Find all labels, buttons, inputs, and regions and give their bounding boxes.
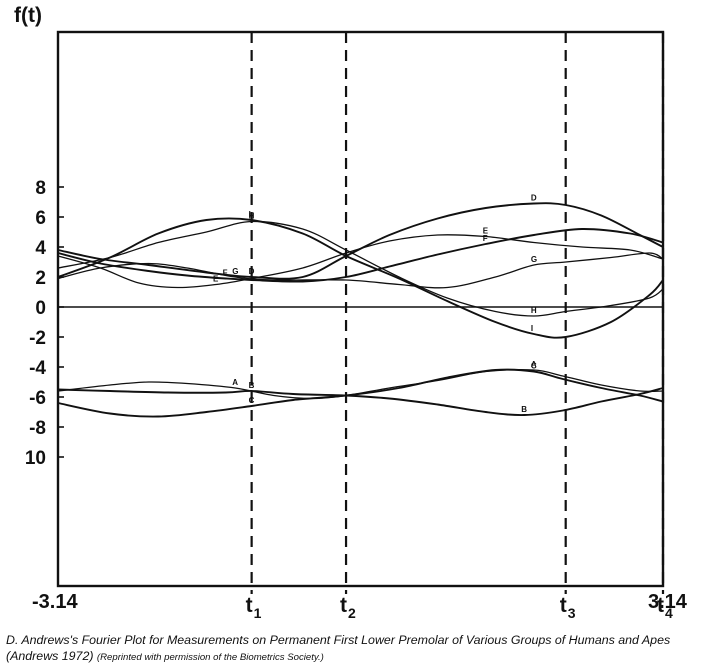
- series-marker-D: D: [249, 267, 255, 276]
- series-marker-G: G: [232, 267, 238, 276]
- series-line-D: [57, 202, 664, 280]
- series-marker-E: E: [483, 227, 489, 236]
- series-line-F: [57, 228, 664, 283]
- series-marker-C: C: [249, 396, 255, 405]
- series-marker-H: H: [249, 212, 255, 221]
- y-tick-label: 6: [35, 208, 46, 229]
- y-tick-label: -2: [29, 328, 46, 349]
- series-marker-F: F: [223, 269, 228, 278]
- vline-label-t2: t: [340, 594, 347, 617]
- series-marker-C: C: [531, 362, 537, 371]
- y-tick-label: 10: [25, 448, 46, 469]
- y-tick-label: -4: [29, 358, 46, 379]
- series-line-I: [57, 217, 664, 339]
- series-marker-I: I: [531, 324, 533, 333]
- y-tick-label: 4: [35, 238, 46, 259]
- vline-sub-t2: 2: [348, 605, 356, 621]
- series-line-H: [57, 220, 664, 317]
- y-tick-label: -6: [29, 388, 46, 409]
- y-tick-label: -8: [29, 418, 46, 439]
- series-marker-F: F: [483, 234, 488, 243]
- vline-sub-t1: 1: [254, 605, 262, 621]
- series-line-G: [57, 252, 664, 289]
- vline-label-t4: t: [657, 594, 664, 617]
- series-line-E: [57, 234, 664, 289]
- y-tick-label: 2: [35, 268, 46, 289]
- caption-note: (Reprinted with permission of the Biomet…: [96, 652, 324, 663]
- series-marker-E: E: [213, 275, 219, 284]
- series-marker-A: A: [531, 360, 537, 369]
- series-marker-D: D: [531, 194, 537, 203]
- series-line-C: [57, 368, 664, 418]
- vline-sub-t4: 4: [665, 605, 673, 621]
- plot-frame: [56, 30, 665, 588]
- series-marker-I: I: [249, 210, 251, 219]
- y-tick-label: 0: [35, 298, 46, 319]
- vline-sub-t3: 3: [568, 605, 576, 621]
- x-min-label: -3.14: [32, 591, 78, 613]
- figure-caption: D. Andrews's Fourier Plot for Measuremen…: [6, 632, 708, 666]
- y-axis-label: f(t): [14, 4, 42, 27]
- vline-label-t1: t: [246, 594, 253, 617]
- series-marker-H: H: [531, 306, 537, 315]
- caption-main: D. Andrews's Fourier Plot for Measuremen…: [6, 633, 671, 663]
- vline-label-t3: t: [560, 594, 567, 617]
- series-line-B: [57, 387, 664, 416]
- series-marker-B: B: [249, 381, 255, 390]
- series-marker-A: A: [232, 378, 238, 387]
- x-max-label: 3.14: [648, 591, 688, 613]
- y-tick-label: 8: [35, 178, 46, 199]
- series-marker-B: B: [521, 405, 527, 414]
- series-marker-G: G: [531, 255, 537, 264]
